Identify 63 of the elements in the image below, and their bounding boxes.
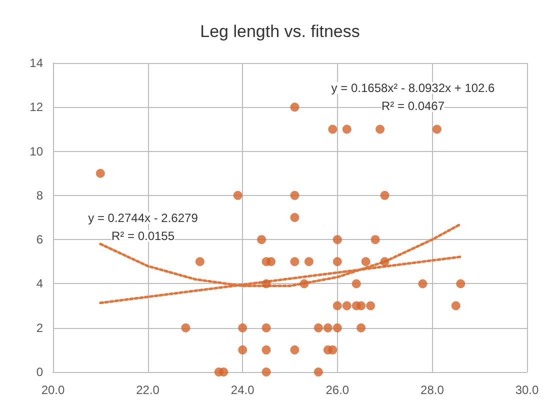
y-tick-label: 0: [36, 365, 44, 379]
point: [418, 279, 428, 288]
annotation: y = 0.2744x - 2.6279: [88, 211, 198, 225]
point: [304, 257, 314, 266]
point: [380, 257, 390, 266]
y-tick-label: 12: [30, 100, 44, 114]
point: [332, 235, 342, 244]
x-tick-label: 22.0: [136, 383, 160, 397]
point: [96, 168, 105, 178]
point: [432, 124, 442, 134]
x-tick-label: 30.0: [515, 383, 539, 397]
point: [266, 257, 276, 266]
point: [328, 124, 338, 134]
y-tick-label: 4: [36, 276, 44, 291]
point: [380, 190, 390, 200]
point: [352, 279, 361, 288]
y-tick-label: 8: [36, 188, 44, 202]
point: [181, 323, 190, 332]
chart-title: Leg length vs. fitness: [200, 22, 360, 41]
point: [290, 345, 300, 354]
point: [238, 345, 248, 354]
y-tick-label: 6: [36, 232, 44, 247]
point: [323, 323, 332, 332]
x-tick-label: 24.0: [230, 383, 255, 397]
x-tick-label: 28.0: [420, 383, 444, 397]
y-tick-label: 14: [30, 56, 44, 70]
point: [195, 257, 204, 266]
point: [332, 301, 342, 310]
y-tick-label: 2: [36, 320, 44, 335]
point: [332, 257, 342, 266]
y-tick-label: 10: [30, 144, 44, 158]
point: [356, 301, 366, 310]
point: [233, 190, 242, 200]
annotation: R² = 0.0467: [381, 99, 445, 113]
point: [328, 345, 338, 354]
point: [219, 368, 228, 376]
point: [290, 102, 300, 112]
point: [342, 124, 352, 134]
point: [262, 368, 271, 376]
point: [314, 323, 323, 332]
point: [361, 257, 370, 266]
x-tick-label: 20.0: [41, 383, 65, 397]
point: [290, 257, 300, 266]
annotation: y = 0.1658x² - 8.0932x + 102.6: [331, 81, 496, 95]
point: [238, 323, 248, 332]
point: [314, 368, 323, 376]
annotation: R² = 0.0155: [111, 229, 175, 243]
point: [262, 323, 271, 332]
point: [342, 301, 352, 310]
point: [262, 345, 271, 354]
point: [332, 323, 342, 332]
point: [366, 301, 376, 310]
point: [356, 323, 366, 332]
point: [370, 235, 380, 244]
x-tick-label: 26.0: [326, 383, 350, 397]
point: [257, 235, 266, 244]
point: [456, 279, 466, 288]
point: [451, 301, 460, 310]
point: [262, 279, 271, 288]
point: [290, 190, 300, 200]
point: [300, 279, 309, 288]
point: [290, 213, 300, 222]
point: [376, 124, 385, 134]
